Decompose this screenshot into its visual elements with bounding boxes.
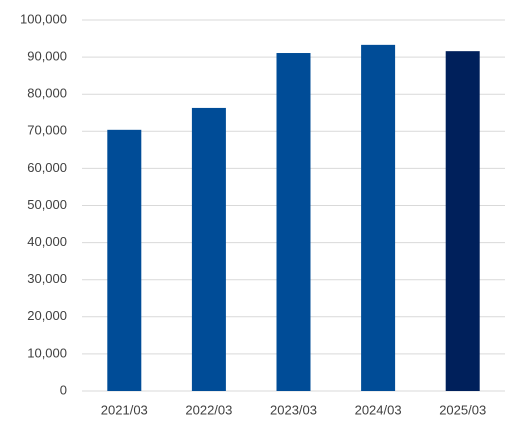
y-tick-label: 10,000 <box>27 345 67 360</box>
x-tick-label: 2021/03 <box>101 402 148 417</box>
bar <box>107 129 142 392</box>
bar <box>276 53 311 391</box>
bar <box>361 44 396 392</box>
x-tick-label: 2025/03 <box>439 402 486 417</box>
y-tick-label: 50,000 <box>27 197 67 212</box>
y-tick-label: 80,000 <box>27 86 67 101</box>
y-tick-label: 20,000 <box>27 308 67 323</box>
y-tick-label: 40,000 <box>27 234 67 249</box>
x-tick-label: 2022/03 <box>185 402 232 417</box>
x-tick-label: 2023/03 <box>270 402 317 417</box>
y-tick-label: 0 <box>60 382 67 397</box>
y-tick-label: 30,000 <box>27 271 67 286</box>
bar <box>191 107 226 391</box>
y-tick-label: 100,000 <box>20 11 67 26</box>
y-tick-label: 60,000 <box>27 160 67 175</box>
x-tick-label: 2024/03 <box>355 402 402 417</box>
y-tick-label: 70,000 <box>27 123 67 138</box>
bar <box>445 51 480 391</box>
y-tick-label: 90,000 <box>27 49 67 64</box>
